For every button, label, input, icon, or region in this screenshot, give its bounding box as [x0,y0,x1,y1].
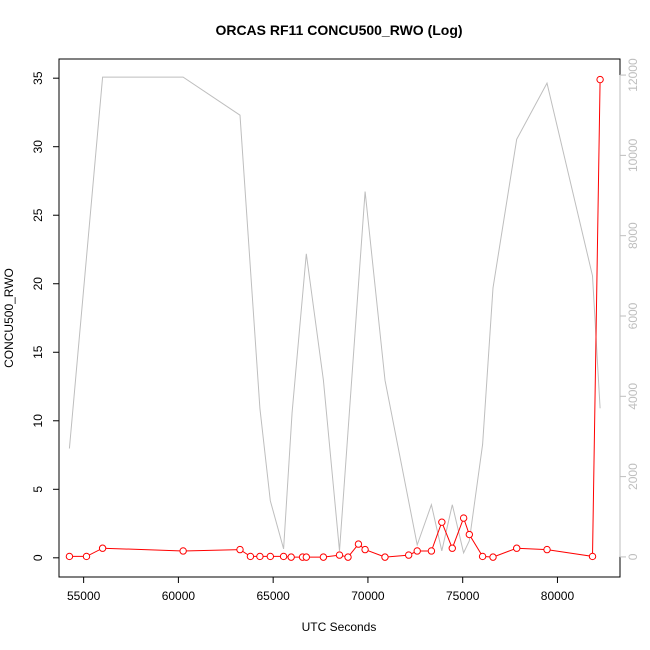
data-point-primary-17 [381,553,389,561]
y2-tick-label-1: 2000 [626,463,640,490]
y2-tick-label-4: 8000 [626,222,640,249]
y2-tick-label-6: 12000 [626,58,640,92]
data-point-primary-22 [448,544,456,552]
series-layer [65,75,604,561]
x-tick-label-5: 80000 [541,589,575,603]
y-axis-label: CONCU500_RWO [2,268,16,368]
y2-tick-label-3: 6000 [626,302,640,329]
data-point-primary-0 [65,552,74,561]
data-point-primary-6 [256,552,264,561]
data-point-primary-23 [459,514,468,522]
data-point-primary-18 [404,551,413,559]
x-tick-label-3: 70000 [351,589,385,603]
data-point-primary-8 [279,552,288,561]
y2-axis: 0 2000 4000 6000 8000 10000 12000 [619,58,640,560]
y-tick-label-2: 10 [31,414,45,428]
data-point-primary-29 [588,552,597,561]
data-point-primary-27 [513,544,521,552]
x-tick-label-1: 60000 [162,589,196,603]
data-point-primary-25 [478,552,487,561]
data-point-primary-9 [287,553,295,561]
data-point-primary-26 [489,553,497,561]
data-point-primary-14 [344,553,352,561]
data-point-primary-4 [236,545,244,554]
x-tick-label-2: 65000 [256,589,290,603]
data-point-primary-11 [302,553,311,561]
y2-tick-label-2: 4000 [626,383,640,410]
series-line-secondary [68,76,601,555]
data-point-primary-30 [596,75,604,84]
y-axis: 0 5 10 15 20 25 30 35 [31,71,60,561]
x-axis-label: UTC Seconds [302,620,377,634]
x-axis: 55000 60000 65000 70000 75000 80000 [67,576,575,603]
data-point-primary-1 [82,552,91,561]
y-tick-label-6: 30 [31,140,45,154]
y-tick-label-7: 35 [31,71,45,85]
data-point-primary-20 [427,547,436,555]
y2-tick-label-5: 10000 [626,138,640,172]
data-point-primary-13 [335,551,344,559]
plot-box [58,58,621,578]
y-tick-label-0: 0 [31,554,45,561]
data-point-primary-16 [361,545,369,554]
data-point-primary-24 [465,530,474,539]
data-point-primary-19 [413,547,421,555]
y2-tick-label-0: 0 [626,553,640,560]
data-point-primary-7 [266,552,275,561]
y-tick-label-1: 5 [31,486,45,493]
y-tick-label-3: 15 [31,345,45,359]
data-point-primary-12 [319,553,328,561]
x-tick-label-0: 55000 [67,589,101,603]
data-point-primary-21 [438,518,446,526]
data-point-primary-15 [354,540,363,548]
series-line-primary [69,79,601,558]
chart-title: ORCAS RF11 CONCU500_RWO (Log) [215,22,462,38]
x-tick-label-4: 75000 [446,589,480,603]
y-tick-label-4: 20 [31,277,45,291]
data-point-primary-28 [543,545,551,554]
data-point-primary-5 [246,552,255,561]
data-point-primary-2 [98,544,107,552]
y-tick-label-5: 25 [31,208,45,222]
data-point-primary-3 [179,547,187,555]
